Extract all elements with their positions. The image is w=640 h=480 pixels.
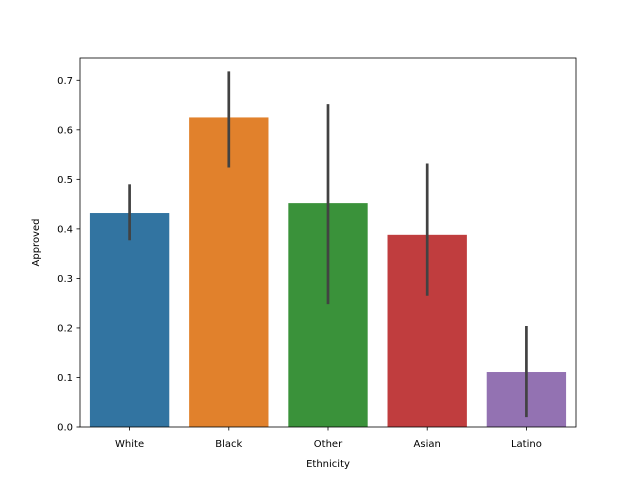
x-tick-label: Latino (511, 439, 542, 450)
y-tick-label: 0.2 (57, 324, 73, 335)
y-tick-label: 0.6 (57, 125, 73, 136)
y-axis: 0.0 0.1 0.2 0.3 0.4 0.5 0.6 0.7 (57, 76, 80, 434)
x-axis-label: Ethnicity (306, 459, 350, 470)
x-axis: White Black Other Asian Latino (115, 427, 542, 450)
y-tick-label: 0.7 (57, 76, 73, 87)
x-tick-label: Asian (414, 439, 441, 450)
y-axis-label: Approved (31, 219, 42, 267)
x-tick-label: Black (215, 439, 242, 450)
x-tick-label: White (115, 439, 144, 450)
plot-frame (79, 57, 577, 428)
y-tick-label: 0.4 (57, 224, 73, 235)
error-bars-layer (128, 71, 528, 418)
bar-black (189, 117, 269, 427)
bar-white (89, 213, 170, 427)
y-tick-label: 0.3 (57, 274, 73, 285)
y-tick-label: 0.5 (57, 175, 73, 186)
y-tick-label: 0.1 (57, 373, 73, 384)
x-tick-label: Other (314, 439, 343, 450)
y-tick-label: 0.0 (57, 423, 73, 434)
